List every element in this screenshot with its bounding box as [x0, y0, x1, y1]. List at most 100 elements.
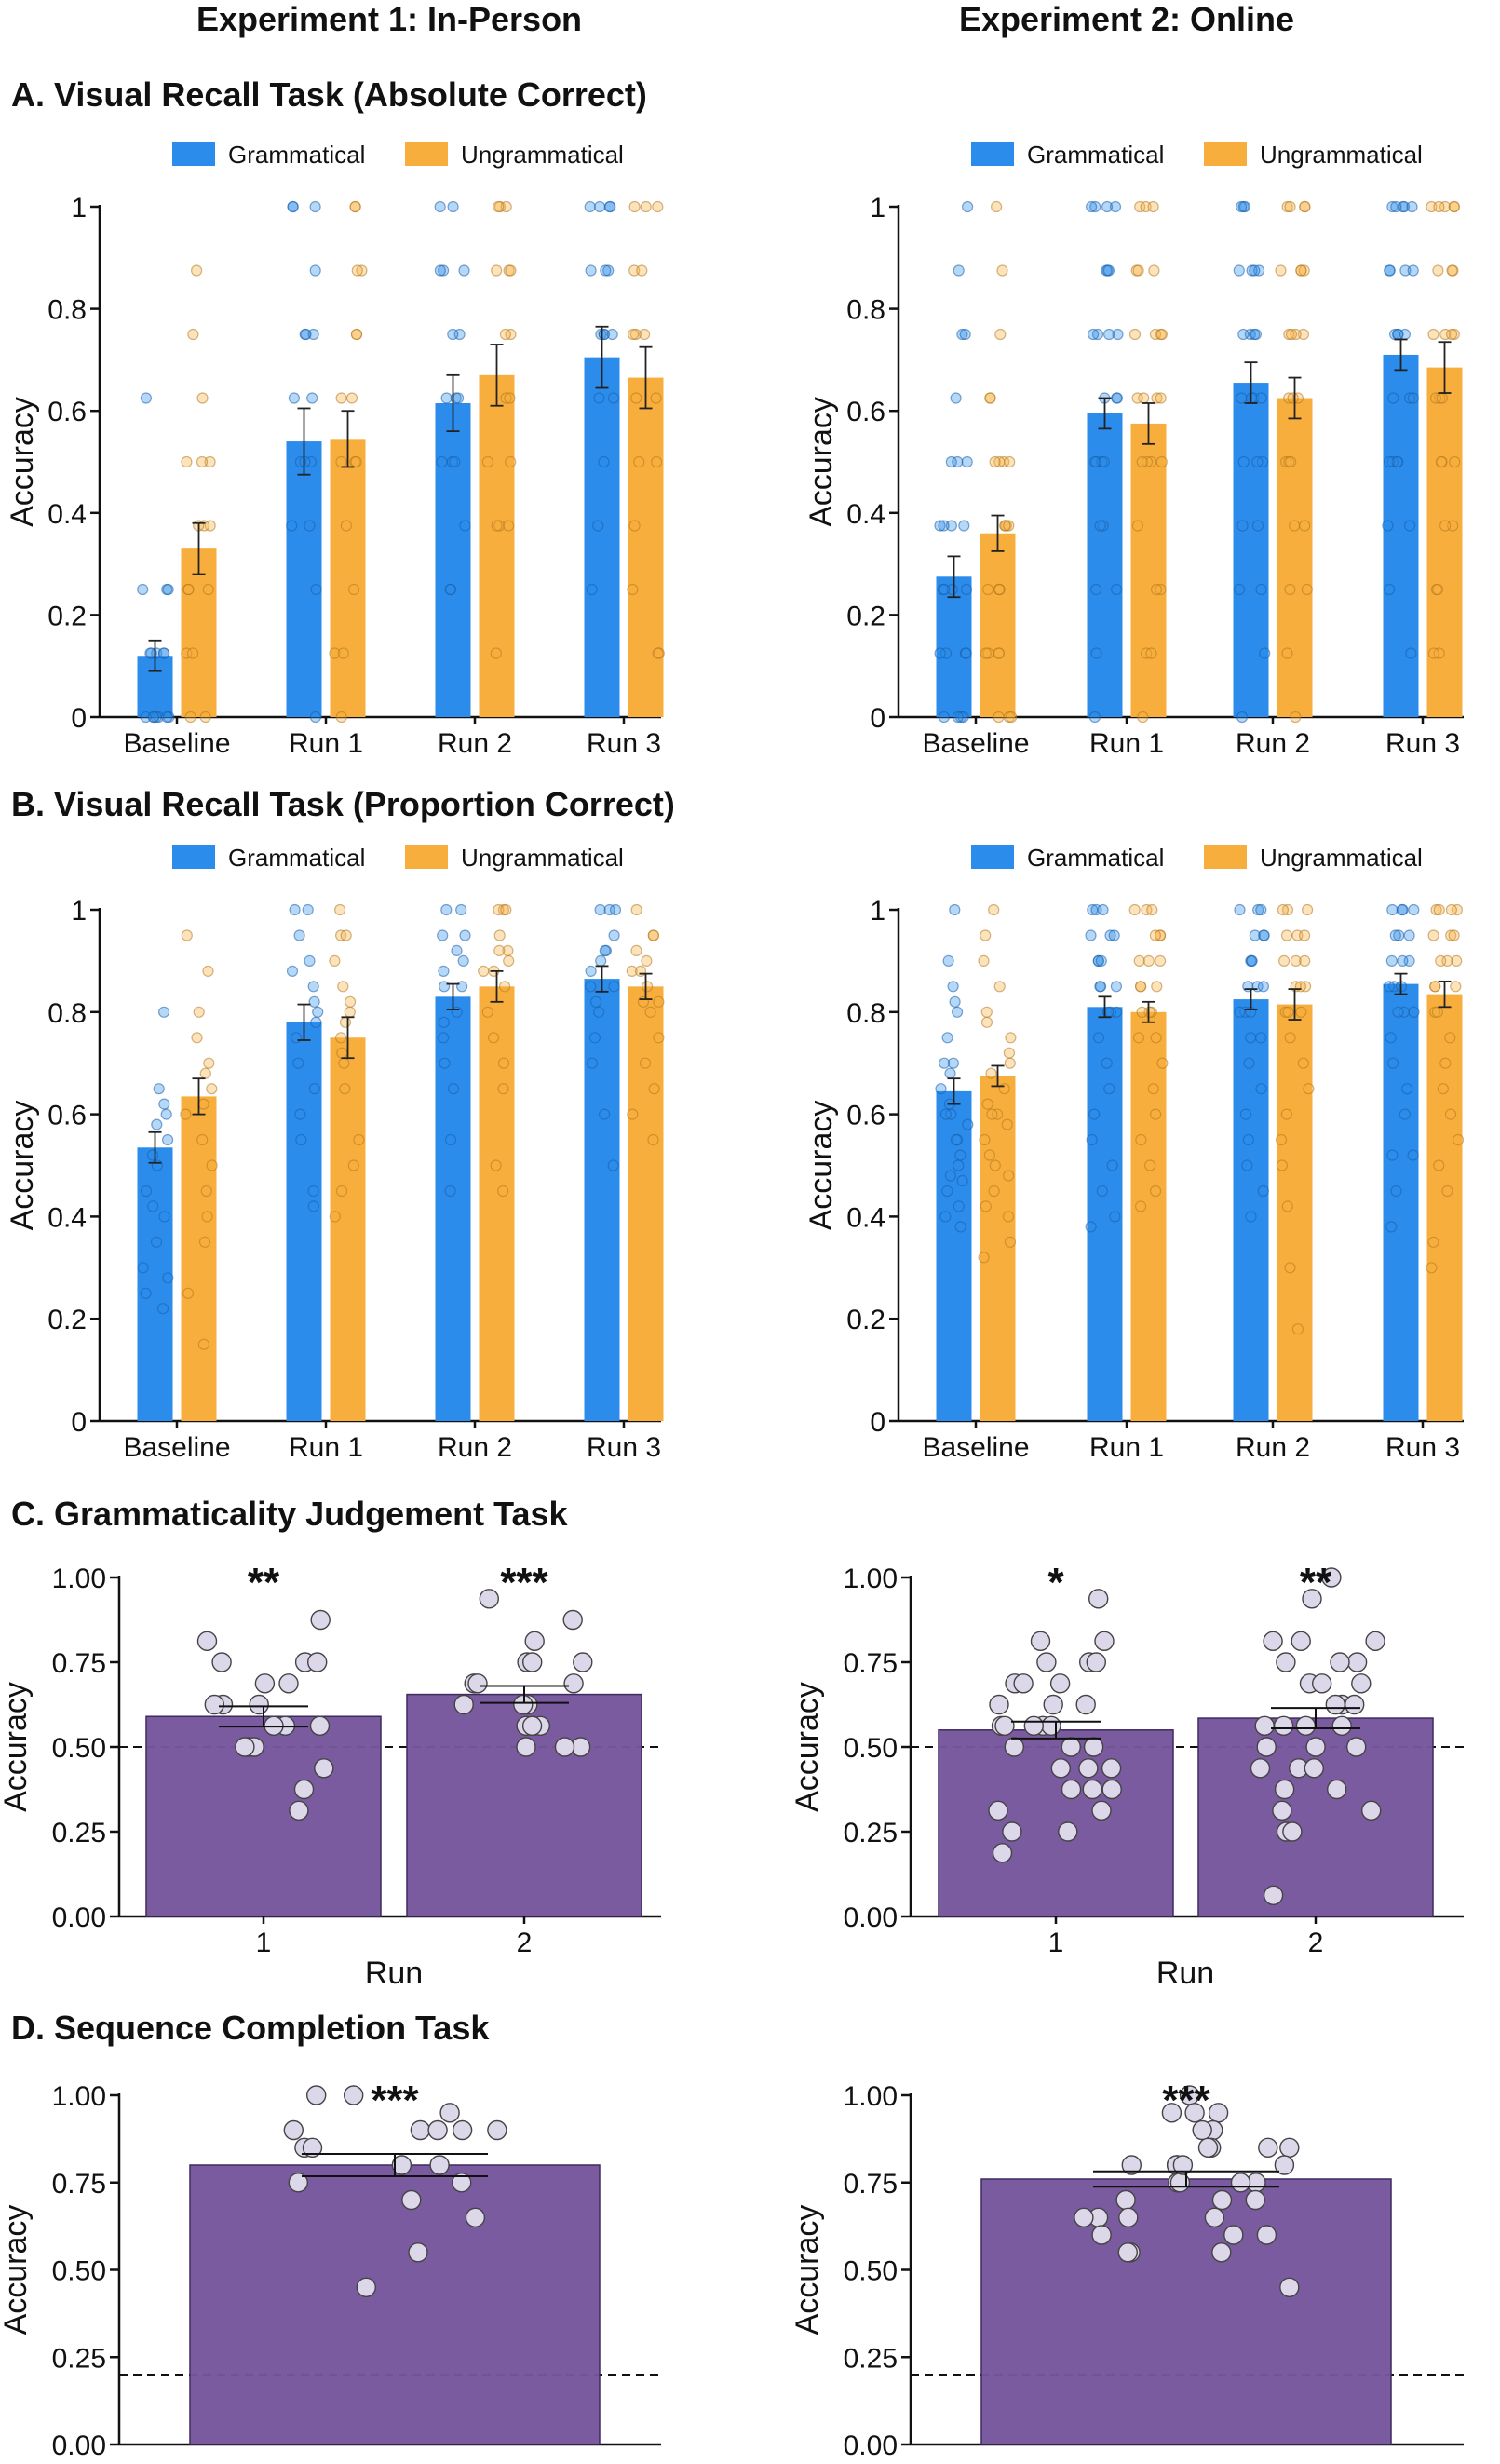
- data-point: [1290, 954, 1302, 968]
- y-tick-label: 0.25: [52, 2343, 106, 2374]
- data-point: [290, 1032, 303, 1044]
- data-point: [1004, 1236, 1017, 1248]
- y-tick-label: 0.8: [47, 998, 87, 1029]
- data-point: [1085, 929, 1097, 941]
- data-point: [954, 1149, 966, 1161]
- data-point: [490, 647, 502, 659]
- data-point: [1030, 1631, 1051, 1652]
- data-point: [939, 647, 953, 659]
- data-point: [497, 1057, 510, 1069]
- data-point: [641, 981, 654, 993]
- data-point: [954, 711, 967, 724]
- data-point: [944, 1067, 956, 1079]
- data-point: [1149, 929, 1162, 941]
- data-point: [652, 200, 664, 213]
- data-point: [1101, 1758, 1122, 1779]
- data-point: [156, 1303, 169, 1315]
- data-point: [945, 455, 957, 468]
- y-tick-label: 0.00: [52, 1902, 106, 1933]
- data-point: [336, 1047, 348, 1059]
- data-point: [198, 1236, 211, 1248]
- chart-d2: 0.00 0.25 0.50 0.75 1.00 Accuracy ***: [790, 2078, 1464, 2461]
- data-point: [589, 995, 602, 1008]
- data-point: [1291, 1631, 1311, 1652]
- data-point: [304, 455, 317, 468]
- data-point: [1096, 1185, 1108, 1198]
- data-point: [348, 583, 360, 596]
- data-point: [1049, 1673, 1071, 1694]
- data-point: [993, 711, 1005, 724]
- bar-grammatical: [584, 979, 620, 1421]
- data-point: [1003, 1170, 1015, 1182]
- data-point: [603, 200, 616, 213]
- data-point: [1246, 264, 1258, 277]
- data-point: [1061, 1779, 1082, 1800]
- data-point: [479, 1589, 499, 1609]
- x-tick-label: Run 2: [1236, 1432, 1310, 1463]
- y-tick-label: 0.2: [846, 601, 885, 631]
- y-tick-label: 0.00: [844, 1902, 898, 1933]
- data-point: [196, 1133, 209, 1146]
- data-point: [500, 200, 512, 213]
- data-point: [1297, 1057, 1309, 1069]
- data-point: [350, 328, 363, 341]
- data-point: [162, 1133, 174, 1146]
- bar-grammatical: [286, 441, 322, 717]
- data-point: [1407, 392, 1419, 404]
- data-point: [1277, 903, 1290, 916]
- data-point: [994, 328, 1007, 341]
- data-point: [337, 647, 349, 659]
- data-point: [180, 1108, 192, 1120]
- data-point: [998, 1083, 1010, 1095]
- data-point: [287, 200, 299, 213]
- data-point: [595, 954, 607, 968]
- data-point: [942, 954, 954, 968]
- x-tick-label: Run 1: [1089, 728, 1164, 759]
- x-tick-label: Baseline: [922, 1432, 1029, 1463]
- chart-c2: 0.00 0.25 0.50 0.75 1.00 Accuracy 1 * 2 ** Run: [790, 1560, 1464, 1991]
- data-point: [978, 1252, 990, 1264]
- y-tick-label: 0.8: [846, 998, 885, 1029]
- y-tick-label: 0.4: [47, 499, 87, 530]
- data-point: [1137, 711, 1149, 724]
- bar-ungrammatical: [479, 374, 515, 717]
- data-point: [481, 1006, 493, 1018]
- x-axis-label: Run: [365, 1956, 423, 1991]
- panel-title-c: C. Grammaticality Judgement Task: [11, 1495, 569, 1533]
- data-point: [447, 1083, 460, 1095]
- data-point: [638, 328, 651, 341]
- data-point: [588, 1032, 601, 1044]
- data-point: [1256, 1737, 1277, 1757]
- data-point: [1255, 903, 1267, 916]
- data-point: [954, 1221, 966, 1233]
- data-point: [1351, 1673, 1372, 1694]
- data-point: [1050, 1758, 1072, 1779]
- y-tick-label: 1: [71, 896, 87, 927]
- data-point: [1184, 2103, 1205, 2123]
- y-tick-label: 0.4: [846, 1202, 885, 1233]
- data-point: [1090, 583, 1102, 596]
- data-point: [1087, 328, 1100, 341]
- data-point: [1287, 392, 1299, 404]
- y-tick-label: 0.2: [846, 1305, 885, 1335]
- data-point: [147, 1200, 159, 1212]
- data-point: [1439, 200, 1452, 213]
- data-point: [627, 1108, 639, 1120]
- data-point: [278, 1673, 299, 1694]
- data-point: [314, 1758, 334, 1779]
- data-point: [1041, 1715, 1061, 1737]
- data-point: [953, 1200, 965, 1212]
- data-point: [516, 1737, 536, 1757]
- data-point: [444, 1133, 457, 1146]
- data-point: [985, 1067, 997, 1079]
- x-tick-label: Run 3: [587, 1432, 661, 1463]
- data-point: [1301, 903, 1314, 916]
- data-point: [1386, 1057, 1399, 1069]
- data-point: [992, 1843, 1013, 1863]
- y-tick-label: 0: [870, 703, 885, 734]
- data-point: [1236, 392, 1248, 404]
- data-point: [1249, 264, 1261, 277]
- data-point: [953, 264, 965, 277]
- data-point: [956, 1174, 968, 1187]
- data-point: [347, 1159, 359, 1171]
